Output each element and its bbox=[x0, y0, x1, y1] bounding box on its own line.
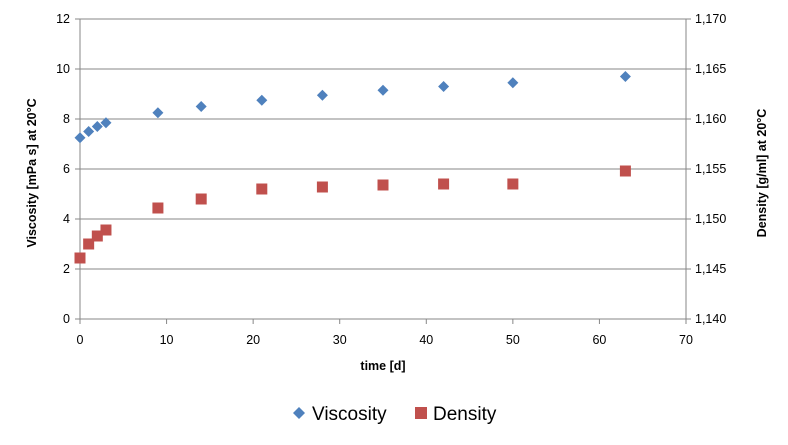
density-point bbox=[91, 230, 103, 242]
data-marks bbox=[74, 71, 631, 264]
legend-marker-density bbox=[415, 407, 427, 419]
gridlines bbox=[80, 18, 686, 270]
y2-tick-label: 1,155 bbox=[695, 162, 726, 176]
x-tick-label: 20 bbox=[246, 333, 260, 347]
x-tick-label: 0 bbox=[77, 333, 84, 347]
density-point bbox=[256, 183, 268, 195]
y-tick-label: 4 bbox=[63, 212, 70, 226]
legend-marker-viscosity bbox=[293, 407, 305, 419]
viscosity-point bbox=[256, 94, 268, 106]
viscosity-point bbox=[507, 77, 519, 89]
y-tick-label: 12 bbox=[56, 12, 70, 26]
viscosity-point bbox=[100, 117, 112, 129]
viscosity-point bbox=[195, 101, 207, 112]
axes bbox=[75, 18, 691, 324]
y2-tick-label: 1,170 bbox=[695, 12, 726, 26]
density-point bbox=[152, 202, 164, 214]
x-tick-label: 40 bbox=[419, 333, 433, 347]
density-point bbox=[316, 181, 328, 193]
x-tick-label: 30 bbox=[333, 333, 347, 347]
density-point bbox=[83, 238, 95, 250]
x-tick-label: 10 bbox=[160, 333, 174, 347]
density-point bbox=[195, 193, 207, 205]
y-tick-label: 10 bbox=[56, 62, 70, 76]
y2-tick-label: 1,165 bbox=[695, 62, 726, 76]
viscosity-point bbox=[438, 81, 450, 92]
y2-axis-title: Density [g/ml] at 20°C bbox=[755, 109, 769, 238]
legend: Viscosity Density bbox=[293, 404, 497, 425]
density-point bbox=[100, 224, 112, 236]
y-tick-label: 0 bbox=[63, 312, 70, 326]
viscosity-point bbox=[316, 89, 328, 101]
y-tick-label: 8 bbox=[63, 112, 70, 126]
x-tick-label: 60 bbox=[592, 333, 606, 347]
viscosity-point bbox=[377, 84, 389, 96]
viscosity-point bbox=[619, 71, 631, 82]
y2-tick-label: 1,140 bbox=[695, 312, 726, 326]
y2-tick-label: 1,160 bbox=[695, 112, 726, 126]
x-axis-title: time [d] bbox=[360, 359, 405, 373]
y-tick-label: 2 bbox=[63, 262, 70, 276]
x-tick-label: 70 bbox=[679, 333, 693, 347]
density-point bbox=[438, 178, 450, 190]
y2-tick-label: 1,150 bbox=[695, 212, 726, 226]
legend-label-viscosity: Viscosity bbox=[312, 404, 387, 425]
legend-label-density: Density bbox=[433, 404, 497, 425]
y2-tick-label: 1,145 bbox=[695, 262, 726, 276]
density-point bbox=[74, 252, 86, 264]
viscosity-point bbox=[152, 107, 164, 119]
viscosity-point bbox=[91, 121, 103, 132]
y-axis-title: Viscosity [mPa s] at 20°C bbox=[25, 98, 39, 247]
viscosity-point bbox=[83, 126, 95, 137]
y-tick-label: 6 bbox=[63, 162, 70, 176]
density-point bbox=[377, 179, 389, 191]
density-point bbox=[507, 178, 519, 190]
density-point bbox=[619, 165, 631, 177]
x-tick-label: 50 bbox=[506, 333, 520, 347]
viscosity-point bbox=[74, 132, 86, 144]
tick-labels: 0 2 4 6 8 10 12 1,140 1,145 1,150 1,155 1,160 1,165 1… bbox=[56, 12, 726, 347]
